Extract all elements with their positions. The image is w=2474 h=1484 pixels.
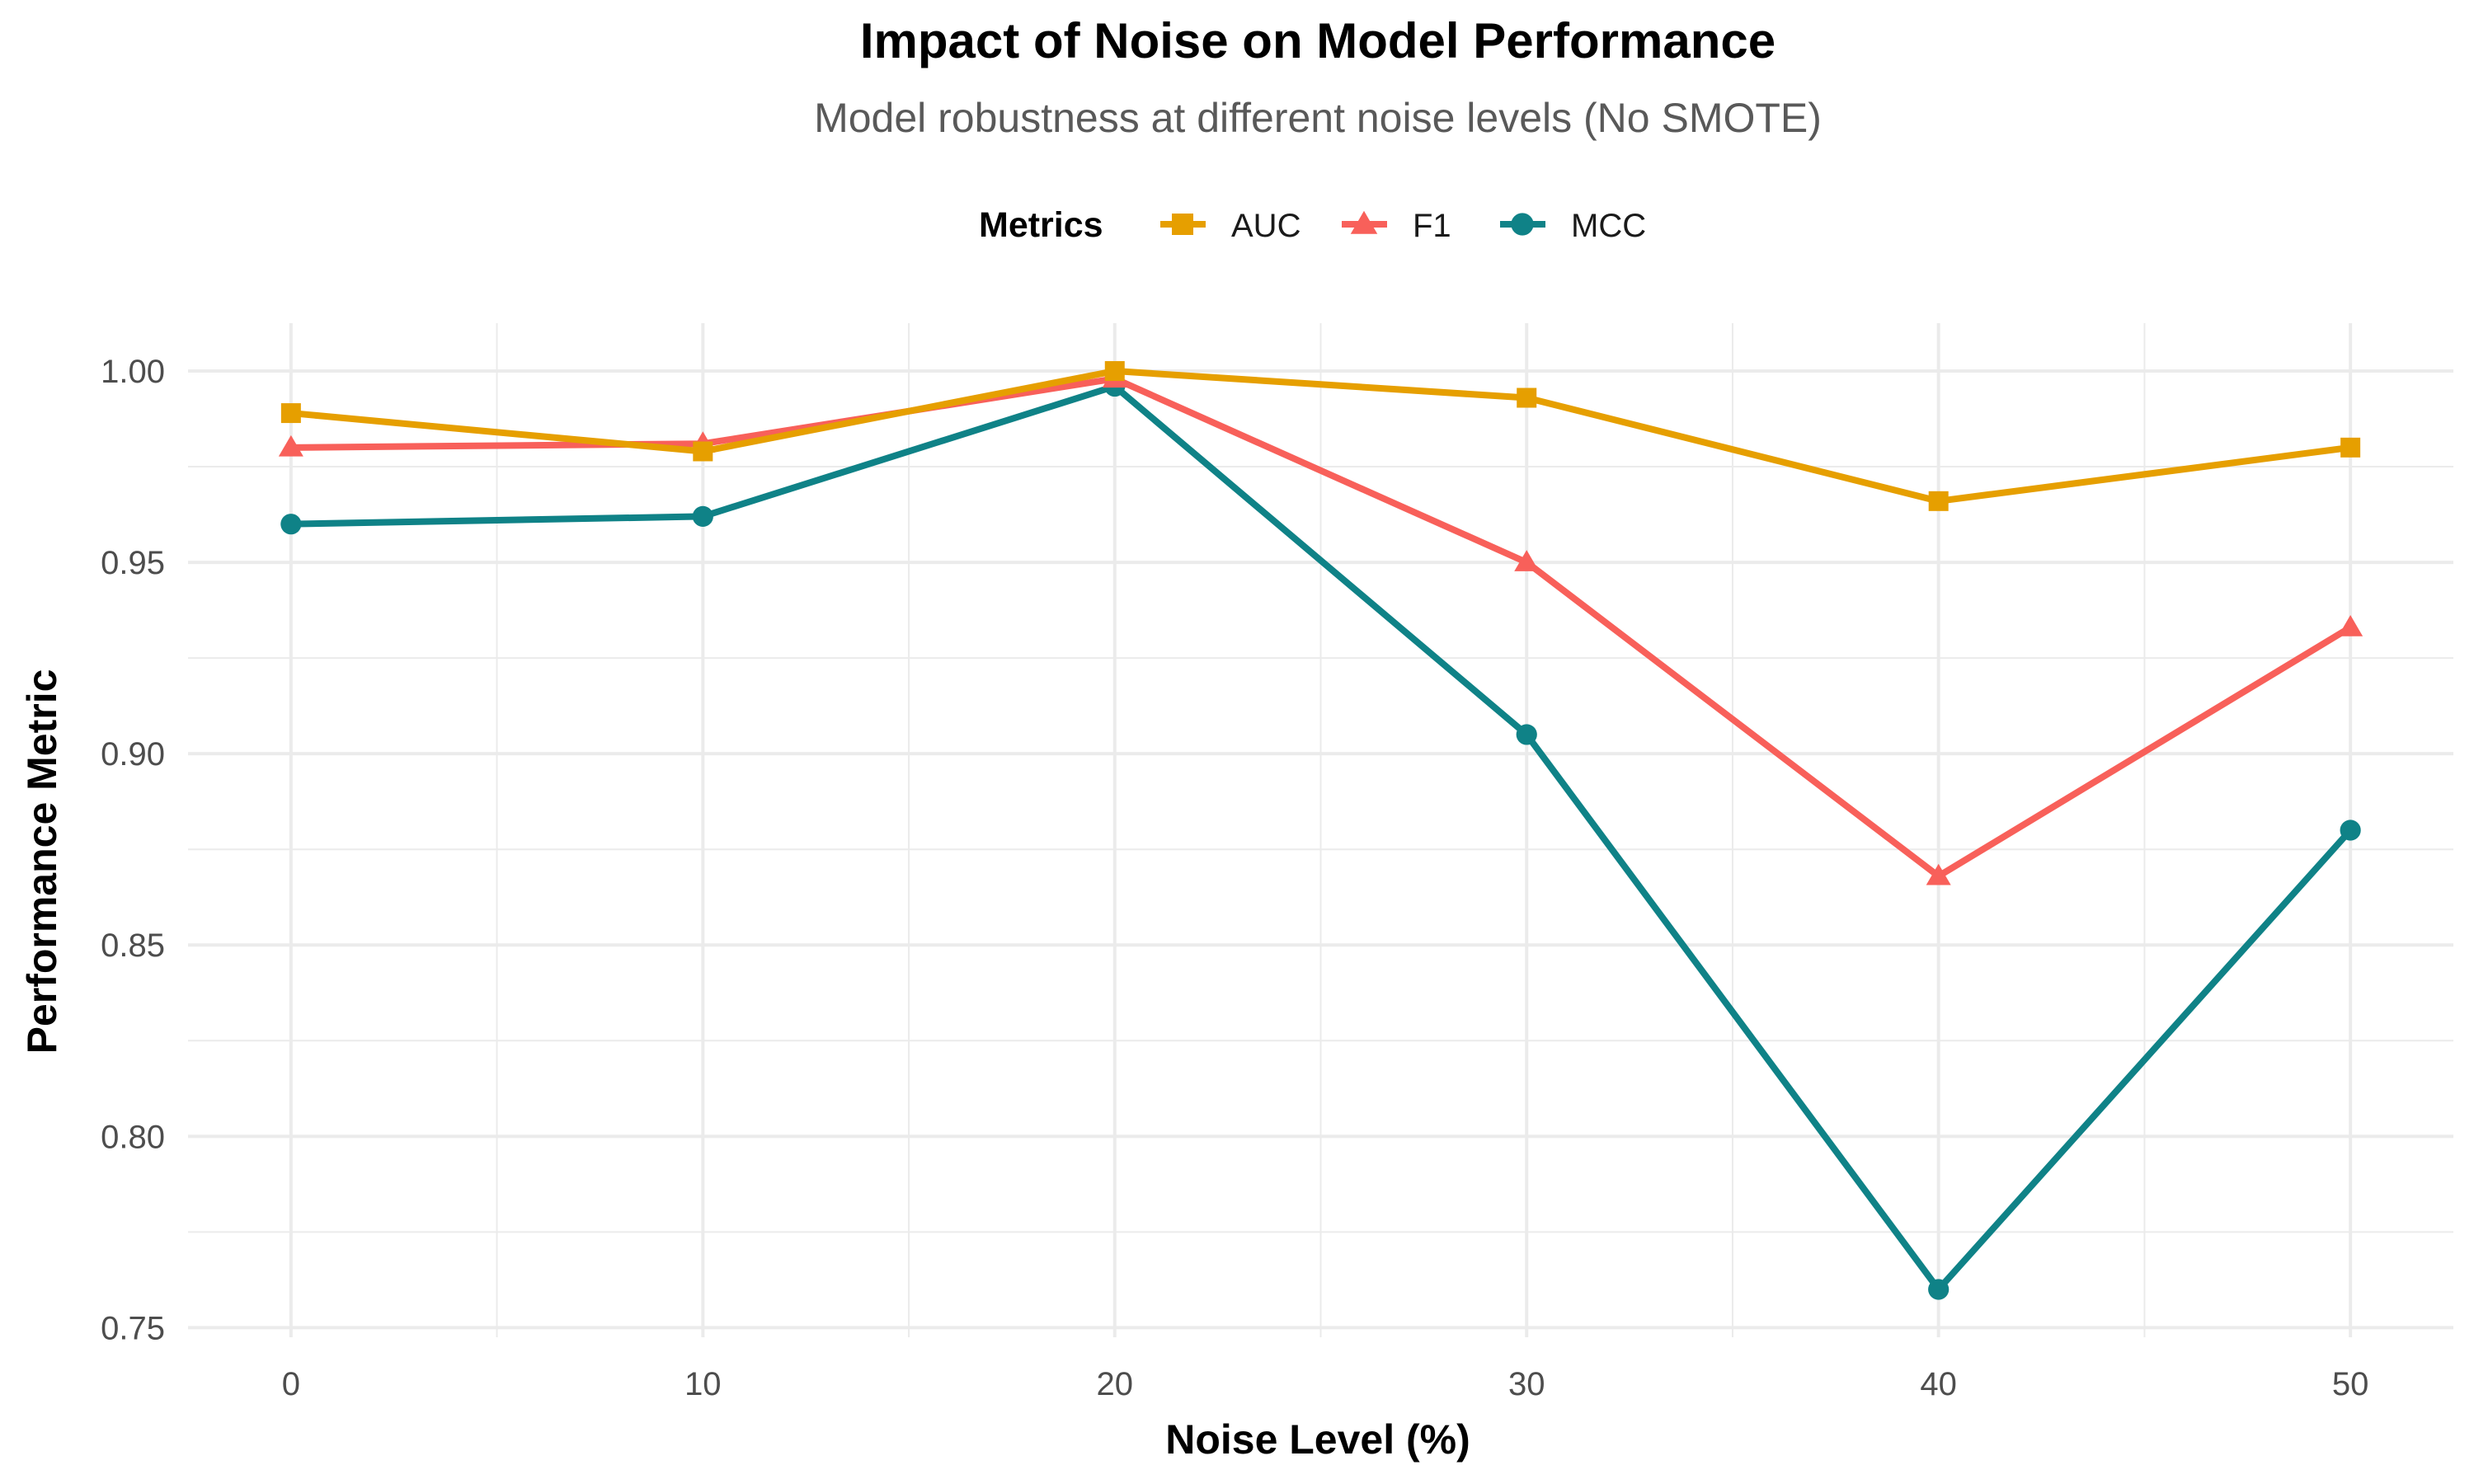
axes: 0 10 20 30 40 50 0.75 0.80 0.85 0.90 0.95 1.00 — [101, 354, 2368, 1402]
y-tick-label: 0.80 — [101, 1119, 165, 1155]
chart-subtitle: Model robustness at different noise leve… — [814, 95, 1822, 141]
data-point-mcc — [1928, 1279, 1950, 1300]
y-tick-label: 0.75 — [101, 1310, 165, 1346]
series-auc — [280, 361, 2361, 511]
x-tick-label: 20 — [1097, 1366, 1134, 1402]
data-point-mcc — [692, 505, 713, 527]
x-tick-label: 40 — [1920, 1366, 1957, 1402]
y-axis-title: Performance Metric — [19, 669, 65, 1054]
y-tick-label: 0.95 — [101, 545, 165, 581]
legend-key-marker — [1511, 213, 1534, 236]
legend-key-marker — [1350, 210, 1378, 234]
data-point-auc — [1928, 491, 1949, 511]
legend-label: F1 — [1413, 208, 1451, 244]
data-point-f1 — [1926, 863, 1951, 885]
x-tick-label: 50 — [2332, 1366, 2369, 1402]
legend-title: Metrics — [979, 205, 1103, 245]
data-point-auc — [693, 441, 713, 462]
chart-header: Impact of Noise on Model Performance Mod… — [814, 13, 1822, 141]
data-point-auc — [1104, 361, 1125, 382]
series-line-auc — [290, 368, 2351, 505]
x-tick-label: 0 — [282, 1366, 300, 1402]
data-point-auc — [280, 403, 301, 424]
x-tick-label: 10 — [684, 1366, 722, 1402]
x-axis-title: Noise Level (%) — [1165, 1416, 1470, 1463]
legend-label: AUC — [1231, 208, 1300, 244]
data-point-f1 — [1514, 550, 1540, 571]
data-point-auc — [2340, 437, 2361, 458]
legend-key-marker — [1172, 214, 1193, 235]
chart-title: Impact of Noise on Model Performance — [860, 13, 1776, 68]
x-tick-label: 30 — [1508, 1366, 1545, 1402]
legend-item-auc: AUC — [1160, 208, 1300, 244]
data-point-mcc — [2340, 819, 2361, 841]
data-point-auc — [1517, 387, 1537, 408]
series-line-mcc — [290, 383, 2354, 1293]
y-tick-label: 0.90 — [101, 736, 165, 773]
legend-items: AUC F1 MCC — [1160, 208, 1646, 244]
plot-series — [278, 361, 2363, 1300]
y-tick-label: 0.85 — [101, 928, 165, 964]
data-point-f1 — [278, 434, 303, 457]
data-point-mcc — [1516, 724, 1537, 745]
data-point-f1 — [2338, 615, 2363, 636]
y-tick-label: 1.00 — [101, 354, 165, 390]
legend-label: MCC — [1571, 208, 1646, 244]
legend-item-mcc: MCC — [1500, 208, 1646, 244]
data-point-mcc — [280, 514, 302, 535]
legend-item-f1: F1 — [1342, 208, 1451, 244]
legend: Metrics AUC F1 MCC — [979, 205, 1646, 245]
